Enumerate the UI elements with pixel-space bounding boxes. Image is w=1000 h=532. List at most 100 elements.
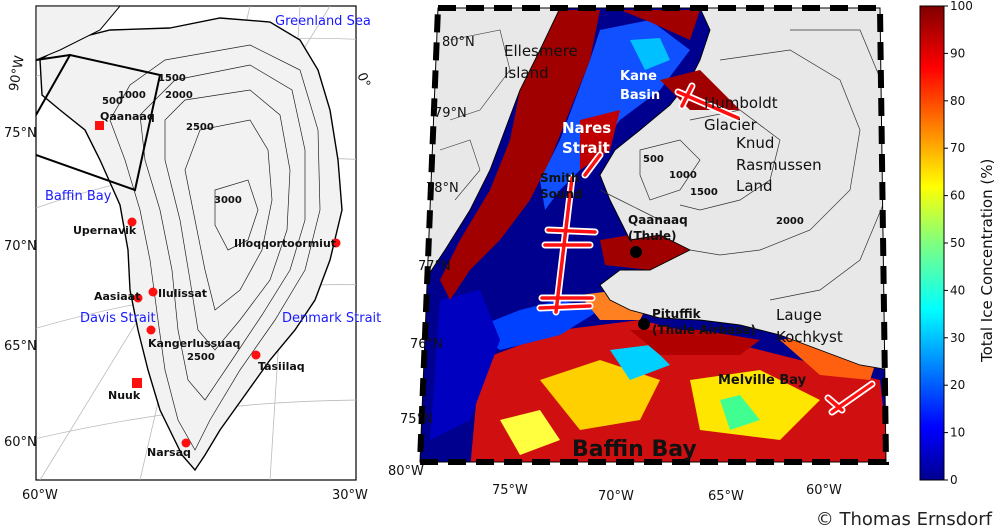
humboldt-glacier-label-2: Glacier xyxy=(704,116,758,134)
left-contour-label: 3000 xyxy=(214,195,242,206)
smith-sound-label: Smith xyxy=(540,171,580,185)
ellesmere-fast-ice xyxy=(440,10,600,300)
left-elevation-contours xyxy=(109,44,321,451)
kangerlussuaq-label: Kangerlussuaq xyxy=(148,337,240,350)
left-lat-label: 70°N xyxy=(4,239,37,254)
right-lat-label: 77°N xyxy=(418,259,451,274)
colorbar-tick-label: 10 xyxy=(950,426,965,440)
greenland-overview-map: 1500 1000 500 2000 2500 3000 2500 Greenl… xyxy=(4,5,381,503)
canada-coast xyxy=(36,6,121,61)
right-lon-label: 60°W xyxy=(806,483,842,498)
right-lat-label: 79°N xyxy=(434,106,467,121)
qaanaaq-thule-label: Qaanaaq xyxy=(628,213,688,227)
aasiaat-label: Aasiaat xyxy=(94,290,140,303)
baffin-bay-label: Baffin Bay xyxy=(45,189,112,204)
ilulissat-marker xyxy=(148,287,158,297)
left-lon-label: 90°W xyxy=(7,54,28,92)
knud-rasmussen-label-2: Rasmussen xyxy=(736,156,822,174)
right-contour-label: 1000 xyxy=(669,170,697,181)
smith-sound-label-2: Sound xyxy=(540,187,583,201)
lauge-kochkyst-label: Lauge xyxy=(776,306,822,324)
left-contour-label: 500 xyxy=(102,96,123,107)
left-contour-label: 1000 xyxy=(118,90,146,101)
narsaq-label: Narsaq xyxy=(147,446,191,459)
study-area-box xyxy=(36,53,162,192)
left-contour-label: 2500 xyxy=(186,122,214,133)
left-lon-label: 0° xyxy=(354,71,373,90)
aasiaat-marker xyxy=(133,293,143,303)
left-contour-label: 2000 xyxy=(165,90,193,101)
north-greenland xyxy=(599,8,886,371)
greenland-landmass xyxy=(39,17,343,472)
right-lon-label: 65°W xyxy=(708,489,744,504)
baffin-bay-title: Baffin Bay xyxy=(572,437,697,462)
colorbar-tick-label: 100 xyxy=(950,0,973,13)
knud-rasmussen-label: Knud xyxy=(736,134,774,152)
tasiilaq-marker xyxy=(251,350,261,360)
lauge-kochkyst-label-2: Kochkyst xyxy=(776,328,843,346)
upernavik-label: Upernavik xyxy=(73,224,137,237)
credit-text: © Thomas Ernsdorf xyxy=(815,509,992,530)
study-area-box-west xyxy=(36,54,71,61)
illoqqortoormiut-marker xyxy=(331,238,341,248)
denmark-strait-label: Denmark Strait xyxy=(282,311,381,326)
melville-bay-label: Melville Bay xyxy=(718,373,807,388)
left-lat-label: 65°N xyxy=(4,339,37,354)
upernavik-marker xyxy=(127,217,137,227)
left-lon-label: 60°W xyxy=(22,488,58,503)
left-lat-label: 60°N xyxy=(4,435,37,450)
davis-strait-label: Davis Strait xyxy=(80,311,156,326)
ilulissat-label: Ilulissat xyxy=(158,287,207,300)
ellesmere-island-label: Ellesmere xyxy=(504,42,578,60)
qaanaaq-station xyxy=(630,246,642,258)
colorbar-label: Total Ice Concentration (%) xyxy=(978,159,996,363)
right-contour-label: 1500 xyxy=(690,187,718,198)
colorbar-tick-label: 40 xyxy=(950,283,965,297)
qaanaaq-label: Qaanaaq xyxy=(100,110,155,123)
narsaq-marker xyxy=(181,438,191,448)
knud-rasmussen-label-3: Land xyxy=(736,177,773,195)
transect-markers xyxy=(536,82,876,416)
humboldt-glacier-label: Humboldt xyxy=(704,94,778,112)
colorbar-tick-label: 30 xyxy=(950,331,965,345)
right-lon-label: 80°W xyxy=(388,464,424,479)
colorbar-tick-label: 20 xyxy=(950,378,965,392)
right-lat-label: 76°N xyxy=(410,337,443,352)
illoqqortoormiut-label: Illoqqortoormiut xyxy=(234,237,336,250)
right-contour-label: 500 xyxy=(643,154,664,165)
nuuk-marker xyxy=(132,378,142,388)
right-lat-label: 80°N xyxy=(442,35,475,50)
colorbar-tick-label: 80 xyxy=(950,94,965,108)
left-contour-label: 1500 xyxy=(158,73,186,84)
pituffik-station xyxy=(638,318,650,330)
greenland-sea-label: Greenland Sea xyxy=(275,14,371,29)
kane-basin-label-2: Basin xyxy=(620,88,660,103)
colorbar-tick-label: 60 xyxy=(950,189,965,203)
kane-basin-label: Kane xyxy=(620,69,657,84)
ellesmere-island-label-2: Island xyxy=(504,64,549,82)
right-lat-label: 75°N xyxy=(400,412,433,427)
pituffik-label-2: (Thule Airbase) xyxy=(652,323,756,337)
right-lon-label: 70°W xyxy=(598,489,634,504)
right-lat-label: 78°N xyxy=(426,181,459,196)
colorbar-tick-label: 90 xyxy=(950,46,965,60)
tasiilaq-label: Tasiilaq xyxy=(258,360,305,373)
left-lon-label: 30°W xyxy=(332,488,368,503)
right-lon-label: 75°W xyxy=(492,483,528,498)
sea-ice-map: Ellesmere Island Kane Basin Nares Strait… xyxy=(388,5,890,504)
colorbar-tick-label: 0 xyxy=(950,473,958,487)
qaanaaq-marker xyxy=(95,121,104,130)
nares-strait-label: Nares xyxy=(562,119,611,137)
nuuk-label: Nuuk xyxy=(108,389,141,402)
pituffik-label: Pituffik xyxy=(652,307,702,321)
right-contour-label: 2000 xyxy=(776,216,804,227)
kangerlussuaq-marker xyxy=(146,325,156,335)
colorbar-tick-label: 70 xyxy=(950,141,965,155)
qaanaaq-thule-label-2: (Thule) xyxy=(628,229,677,243)
left-contour-label: 2500 xyxy=(187,352,215,363)
left-lat-label: 75°N xyxy=(4,126,37,141)
colorbar-gradient xyxy=(919,5,945,481)
